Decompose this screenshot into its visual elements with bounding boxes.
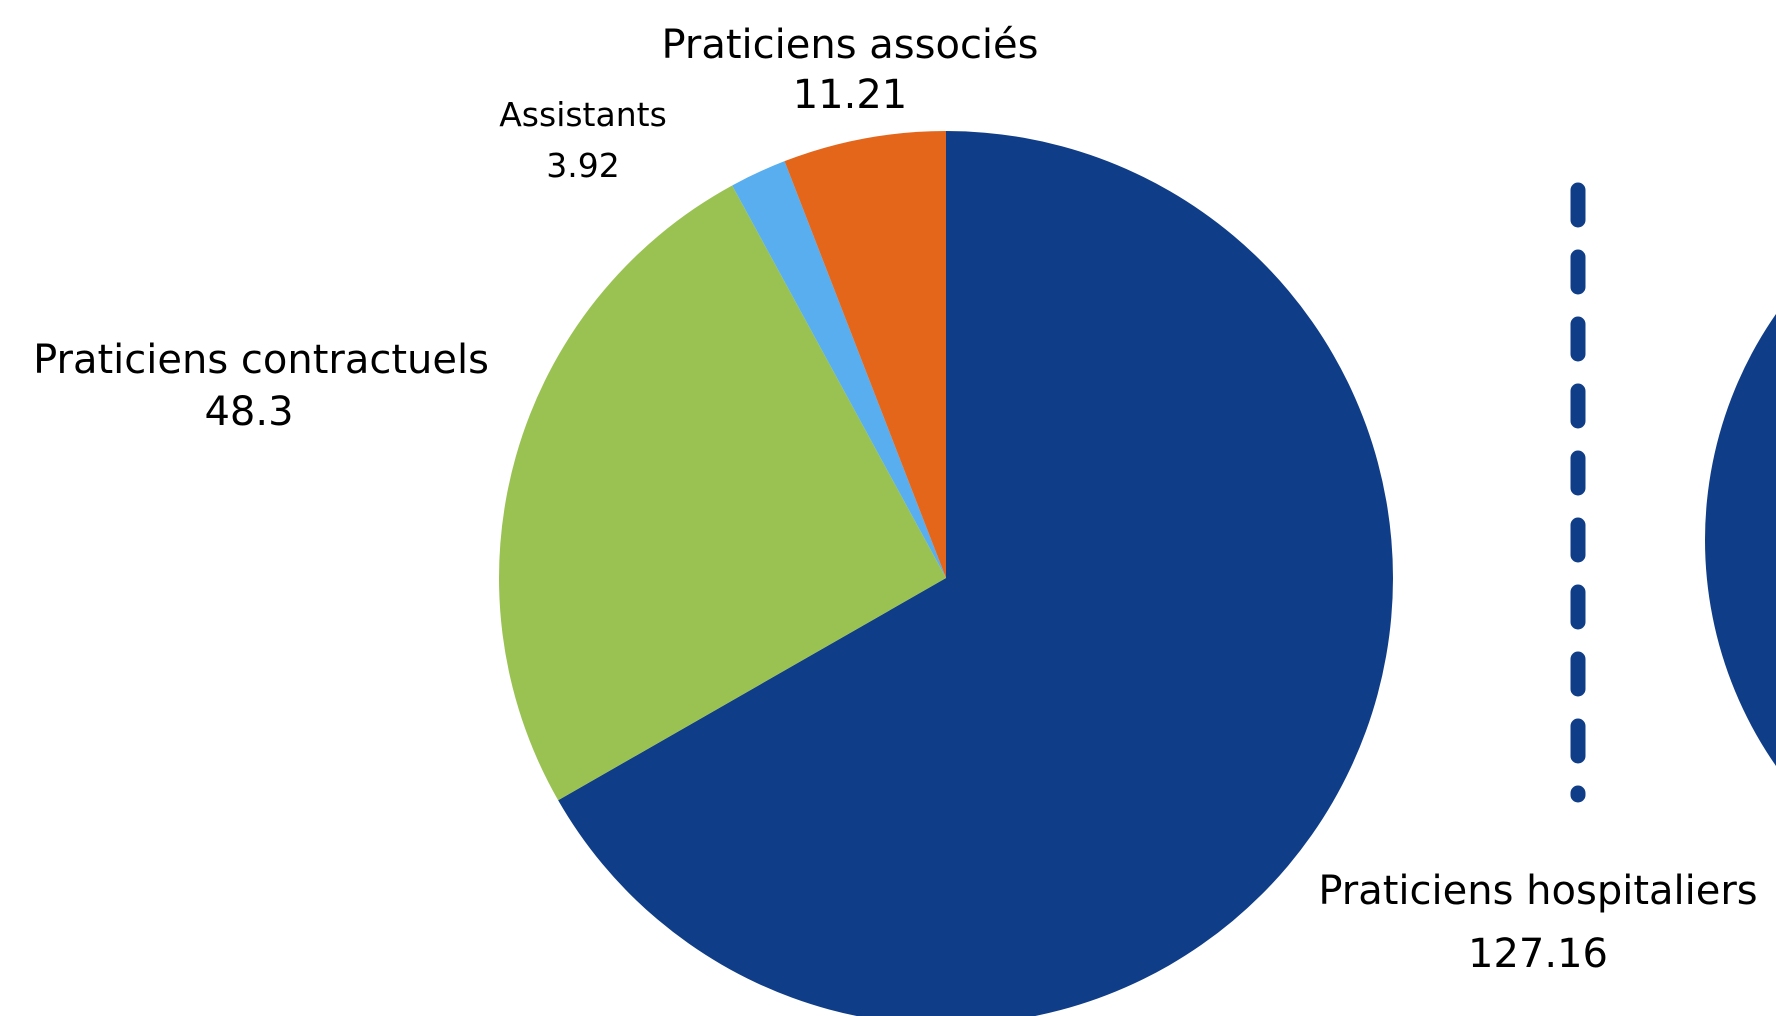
pie-slices — [498, 131, 1393, 1016]
label-praticiens-hospitaliers: Praticiens hospitaliers 127.16 — [1318, 868, 1757, 977]
label-praticiens-contractuels: Praticiens contractuels 48.3 — [33, 337, 489, 435]
slice-label-name: Praticiens associés — [661, 22, 1038, 68]
slice-label-value: 127.16 — [1468, 931, 1608, 977]
pie-slice-praticiens-associes — [784, 131, 946, 578]
pie-slice-assistants — [732, 161, 946, 578]
pie-slice-praticiens-hospitaliers — [558, 131, 1393, 1016]
slice-label-name: Assistants — [499, 95, 667, 134]
slice-label-name: Praticiens contractuels — [33, 337, 489, 383]
secondary-pie-slice — [1705, 314, 1776, 766]
slice-label-value: 48.3 — [204, 389, 293, 435]
label-praticiens-associes: Praticiens associés 11.21 — [661, 22, 1038, 118]
slice-label-value: 11.21 — [793, 72, 908, 118]
label-assistants: Assistants 3.92 — [499, 95, 667, 185]
slice-label-name: Praticiens hospitaliers — [1318, 868, 1757, 914]
pie-slice-praticiens-contractuels — [498, 185, 946, 801]
slice-label-value: 3.92 — [546, 146, 619, 185]
